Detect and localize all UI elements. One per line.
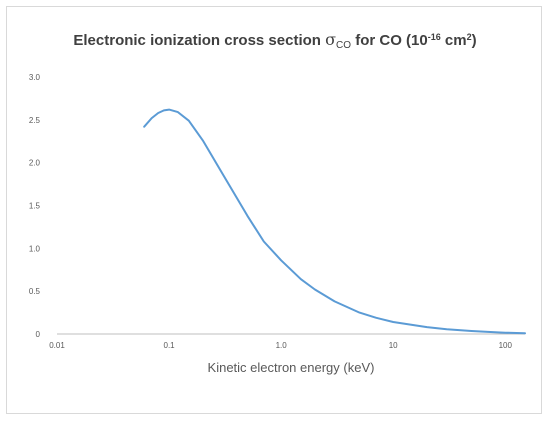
title-exponent: -16 [427, 32, 441, 42]
x-tick-label: 100 [499, 341, 513, 350]
y-axis-ticks: 0 0.5 1.0 1.5 2.0 2.5 3.0 [29, 73, 41, 339]
title-sigma-symbol: σ [325, 30, 337, 49]
y-tick-label: 2.0 [29, 159, 41, 168]
x-axis-title: Kinetic electron energy (keV) [208, 360, 375, 375]
y-tick-label: 0 [36, 330, 41, 339]
y-tick-label: 1.5 [29, 202, 41, 211]
chart-title: Electronic ionization cross section σCO … [0, 30, 550, 51]
chart-frame [6, 6, 542, 414]
series-line [143, 108, 526, 335]
title-suffix: ) [471, 32, 477, 49]
title-prefix: Electronic ionization cross section [73, 32, 326, 49]
x-tick-label: 10 [389, 341, 398, 350]
x-tick-label: 1.0 [276, 341, 288, 350]
title-unit-exponent: 2 [466, 32, 472, 42]
x-axis-ticks: 0.01 0.1 1.0 10 100 [49, 341, 512, 350]
x-tick-label: 0.01 [49, 341, 65, 350]
title-middle: for CO (10 [351, 32, 428, 49]
y-tick-label: 3.0 [29, 73, 41, 82]
title-sigma-subscript: CO [336, 40, 352, 51]
title-unit: cm [440, 32, 467, 49]
x-tick-label: 0.1 [164, 341, 176, 350]
y-tick-label: 2.5 [29, 116, 41, 125]
y-tick-label: 1.0 [29, 244, 41, 253]
y-tick-label: 0.5 [29, 287, 41, 296]
